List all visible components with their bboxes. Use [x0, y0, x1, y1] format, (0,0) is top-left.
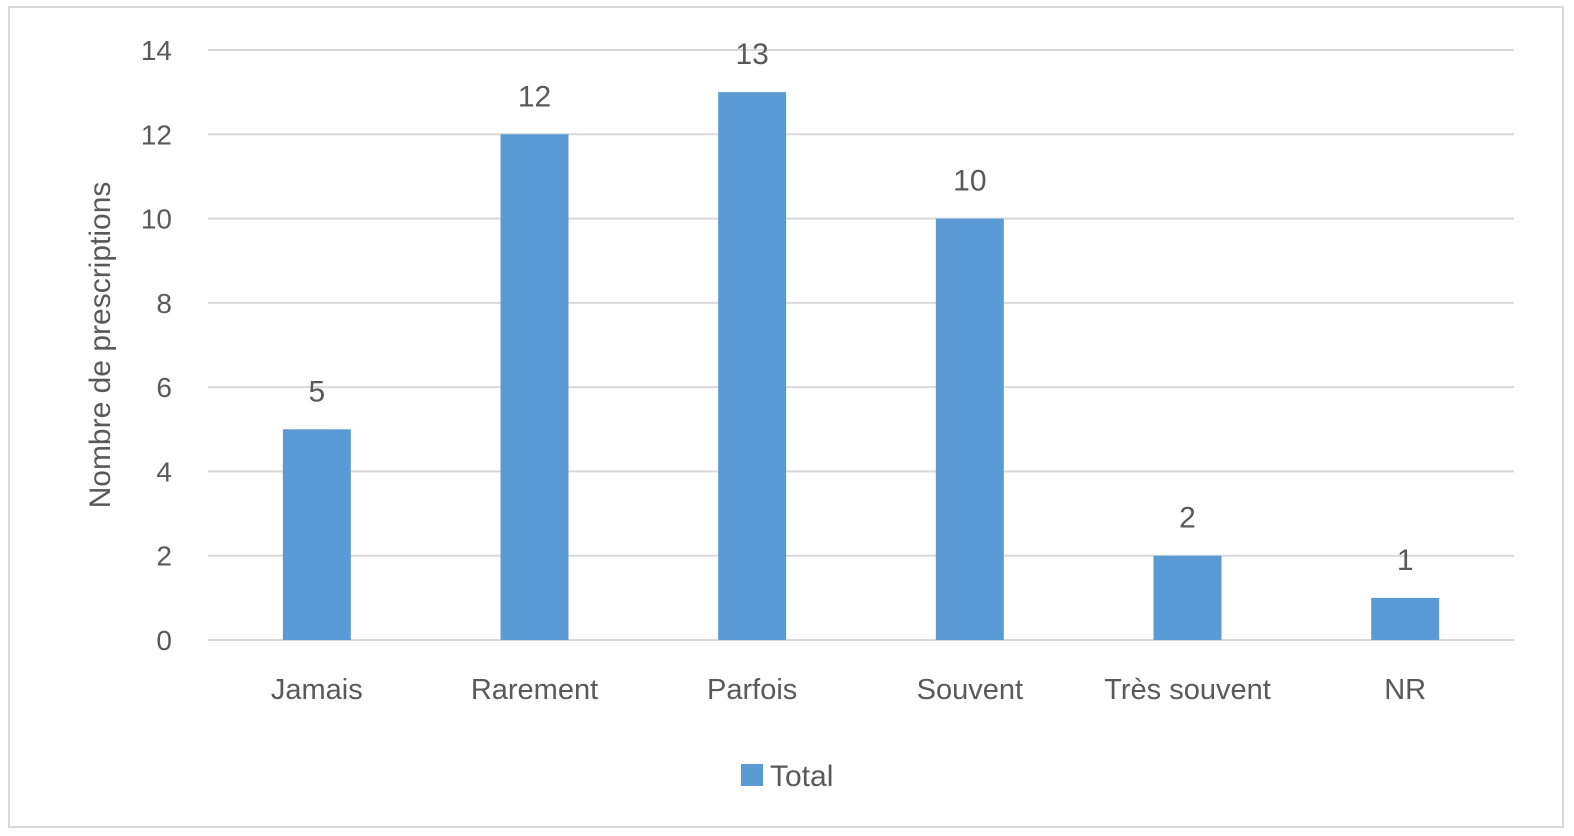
data-label: 1	[1397, 544, 1414, 577]
x-tick-label: Souvent	[917, 674, 1023, 706]
data-label: 12	[518, 80, 551, 113]
data-label: 2	[1179, 502, 1196, 535]
x-tick-label: NR	[1384, 674, 1426, 706]
bar	[935, 218, 1004, 641]
x-tick-label: Très souvent	[1104, 674, 1271, 706]
y-tick-label: 10	[141, 204, 172, 235]
y-tick-label: 12	[141, 119, 172, 150]
y-tick-label: 14	[141, 35, 172, 66]
y-tick-label: 2	[156, 541, 172, 572]
x-tick-label: Rarement	[471, 674, 598, 706]
legend: Total	[741, 760, 833, 793]
x-axis-ticks: Jamais Rarement Parfois Souvent Très souvent…	[271, 674, 1426, 706]
y-tick-label: 6	[156, 372, 172, 403]
y-axis-title: Nombre de prescriptions	[84, 182, 117, 509]
y-tick-label: 4	[156, 456, 172, 487]
bars	[282, 92, 1440, 641]
bar	[282, 429, 351, 640]
bar	[500, 134, 569, 641]
y-axis-ticks: 0 2 4 6 8 10 12 14	[141, 35, 172, 656]
bar	[1371, 597, 1440, 640]
data-label: 10	[953, 165, 986, 198]
data-label: 13	[735, 38, 768, 71]
bar	[1153, 555, 1222, 640]
x-tick-label: Jamais	[271, 674, 363, 706]
legend-label: Total	[770, 760, 833, 793]
gridlines	[208, 49, 1514, 641]
x-tick-label: Parfois	[707, 674, 797, 706]
y-tick-label: 0	[156, 625, 172, 656]
y-tick-label: 8	[156, 288, 172, 319]
data-label: 5	[308, 375, 325, 408]
data-labels: 5 12 13 10 2 1	[308, 38, 1413, 577]
legend-swatch	[741, 764, 763, 786]
bar	[718, 92, 787, 640]
